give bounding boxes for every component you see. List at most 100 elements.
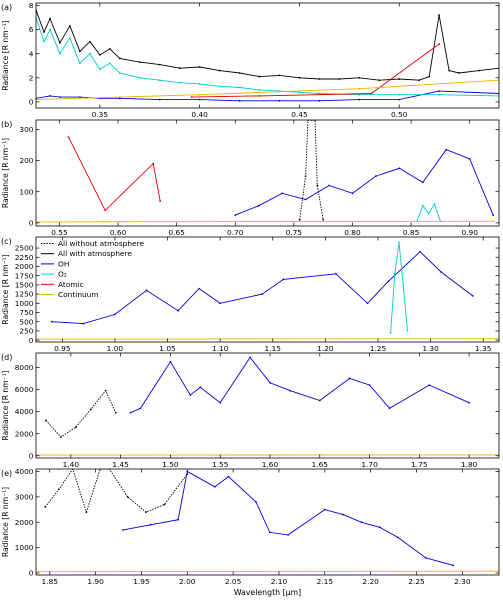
x-tick-label: 0.45 xyxy=(291,110,308,119)
x-tick-label: 0.50 xyxy=(391,110,408,119)
data-point-o2 xyxy=(358,93,361,96)
data-point-oh xyxy=(421,181,424,184)
data-point-atomic xyxy=(67,136,70,139)
series-group xyxy=(36,120,494,223)
data-point-o2 xyxy=(421,204,424,207)
data-point-all_without xyxy=(298,218,301,221)
data-point-all_without xyxy=(322,218,325,221)
data-point-oh xyxy=(335,272,337,275)
y-tick-label: 1250 xyxy=(15,290,34,299)
data-point-all_without xyxy=(316,184,319,187)
legend-label-continuum: Continuum xyxy=(58,290,99,299)
plot-frame xyxy=(35,2,500,109)
data-point-all_with xyxy=(338,78,341,80)
data-point-oh xyxy=(50,320,53,323)
series-line-oh xyxy=(51,251,473,325)
legend-label-atomic: Atomic xyxy=(58,280,84,289)
data-point-o2 xyxy=(99,68,101,71)
data-point-oh xyxy=(238,99,241,102)
x-tick-label: 1.80 xyxy=(461,460,478,469)
data-point-oh xyxy=(471,295,474,297)
y-tick-label: 2500 xyxy=(15,244,34,253)
data-point-atomic xyxy=(152,162,155,165)
data-point-all_without xyxy=(104,389,107,392)
data-point-oh xyxy=(419,250,421,253)
x-tick-label: 0.65 xyxy=(168,228,185,237)
data-point-o2 xyxy=(433,203,436,206)
panel-letter: (c) xyxy=(1,237,12,246)
data-point-o2 xyxy=(258,89,261,91)
data-point-oh xyxy=(189,394,192,396)
data-point-all_with xyxy=(158,63,161,66)
y-tick-label: 4000 xyxy=(15,467,34,476)
data-point-o2 xyxy=(298,91,301,94)
data-point-oh xyxy=(79,96,81,98)
x-tick-label: 1.60 xyxy=(262,460,279,469)
x-tick-label: 2.25 xyxy=(408,577,425,586)
series-group xyxy=(36,356,499,456)
data-point-oh xyxy=(387,280,390,283)
data-point-continuum xyxy=(492,220,494,223)
data-point-all_without xyxy=(45,419,47,422)
x-tick-label: 2.15 xyxy=(317,577,334,586)
plot-frame xyxy=(35,352,500,459)
x-tick-label: 1.05 xyxy=(159,344,176,353)
data-point-all_with xyxy=(108,48,111,50)
data-point-all_with xyxy=(378,79,381,82)
x-tick-label: 2.20 xyxy=(362,577,379,586)
data-point-all_without xyxy=(74,426,77,428)
x-tick-label: 2.30 xyxy=(454,577,471,586)
x-tick-label: 1.85 xyxy=(42,577,59,586)
series-line-continuum xyxy=(36,79,499,101)
data-point-oh xyxy=(397,536,399,539)
data-point-o2 xyxy=(158,79,161,82)
data-point-oh xyxy=(424,556,427,559)
data-point-all_with xyxy=(448,69,450,72)
data-point-all_without xyxy=(126,496,129,498)
y-tick-label: 500 xyxy=(19,317,33,326)
y-tick-label: 1000 xyxy=(15,299,34,308)
data-point-all_with xyxy=(99,54,101,56)
x-tick-label: 0.90 xyxy=(461,228,478,237)
data-point-all_with xyxy=(49,17,51,20)
data-point-all_with xyxy=(278,74,281,77)
data-point-oh xyxy=(428,384,431,386)
data-point-atomic xyxy=(370,92,373,95)
y-tick-label: 250 xyxy=(19,327,33,336)
series-line-continuum xyxy=(36,220,494,223)
data-point-oh xyxy=(129,411,132,414)
y-tick-label: 200 xyxy=(19,156,33,165)
data-point-all_with xyxy=(298,76,301,79)
y-tick-label: 3000 xyxy=(15,492,34,501)
data-point-oh xyxy=(118,97,121,100)
data-point-oh xyxy=(169,360,172,363)
data-point-oh xyxy=(342,513,344,516)
series-group xyxy=(36,469,499,573)
data-point-all_with xyxy=(118,57,121,60)
y-tick-label: 8 xyxy=(29,1,34,10)
data-point-o2 xyxy=(69,37,71,39)
legend-label-all_without: All without atmosphere xyxy=(58,239,144,248)
data-point-oh xyxy=(177,518,180,521)
data-point-oh xyxy=(177,309,180,312)
data-point-o2 xyxy=(138,76,141,79)
x-tick-label: 1.70 xyxy=(361,460,378,469)
data-point-o2 xyxy=(438,93,440,96)
data-point-oh xyxy=(198,98,201,101)
data-point-oh xyxy=(375,175,377,178)
data-point-all_with xyxy=(59,41,61,44)
x-tick-label: 1.15 xyxy=(265,344,282,353)
data-point-o2 xyxy=(427,212,430,215)
x-tick-label: 0.80 xyxy=(344,228,361,237)
data-point-o2 xyxy=(59,52,61,55)
x-tick-label: 1.20 xyxy=(317,344,334,353)
data-point-oh xyxy=(149,523,152,526)
y-tick-label: 100 xyxy=(19,187,33,196)
data-point-o2 xyxy=(43,40,45,43)
data-point-oh xyxy=(261,293,264,295)
data-point-atomic xyxy=(190,96,193,98)
data-point-o2 xyxy=(398,93,401,96)
series-line-o2 xyxy=(36,17,499,97)
